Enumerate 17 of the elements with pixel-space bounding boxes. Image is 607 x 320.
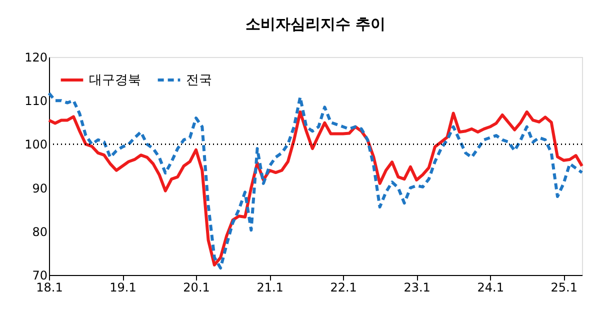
x-tick-label: 18.1 xyxy=(36,280,63,294)
chart-title: 소비자심리지수 추이 xyxy=(245,15,386,33)
y-tick-label: 80 xyxy=(32,224,48,239)
y-tick-label: 70 xyxy=(32,268,48,282)
x-tick-label: 25.1 xyxy=(550,280,578,294)
y-tick-label: 120 xyxy=(24,50,48,64)
y-tick-label: 110 xyxy=(24,94,48,108)
y-tick-label: 100 xyxy=(24,138,48,152)
y-tick-label: 90 xyxy=(32,181,48,196)
x-tick-label: 21.1 xyxy=(256,280,284,294)
x-tick-label: 22.1 xyxy=(330,280,357,294)
x-tick-label: 24.1 xyxy=(477,280,504,294)
x-tick-label: 19.1 xyxy=(110,280,136,294)
x-tick-label: 23.1 xyxy=(404,280,430,294)
legend-label: 전국 xyxy=(186,73,212,88)
x-tick-label: 20.1 xyxy=(183,280,210,294)
legend-label: 대구경북 xyxy=(89,73,141,88)
